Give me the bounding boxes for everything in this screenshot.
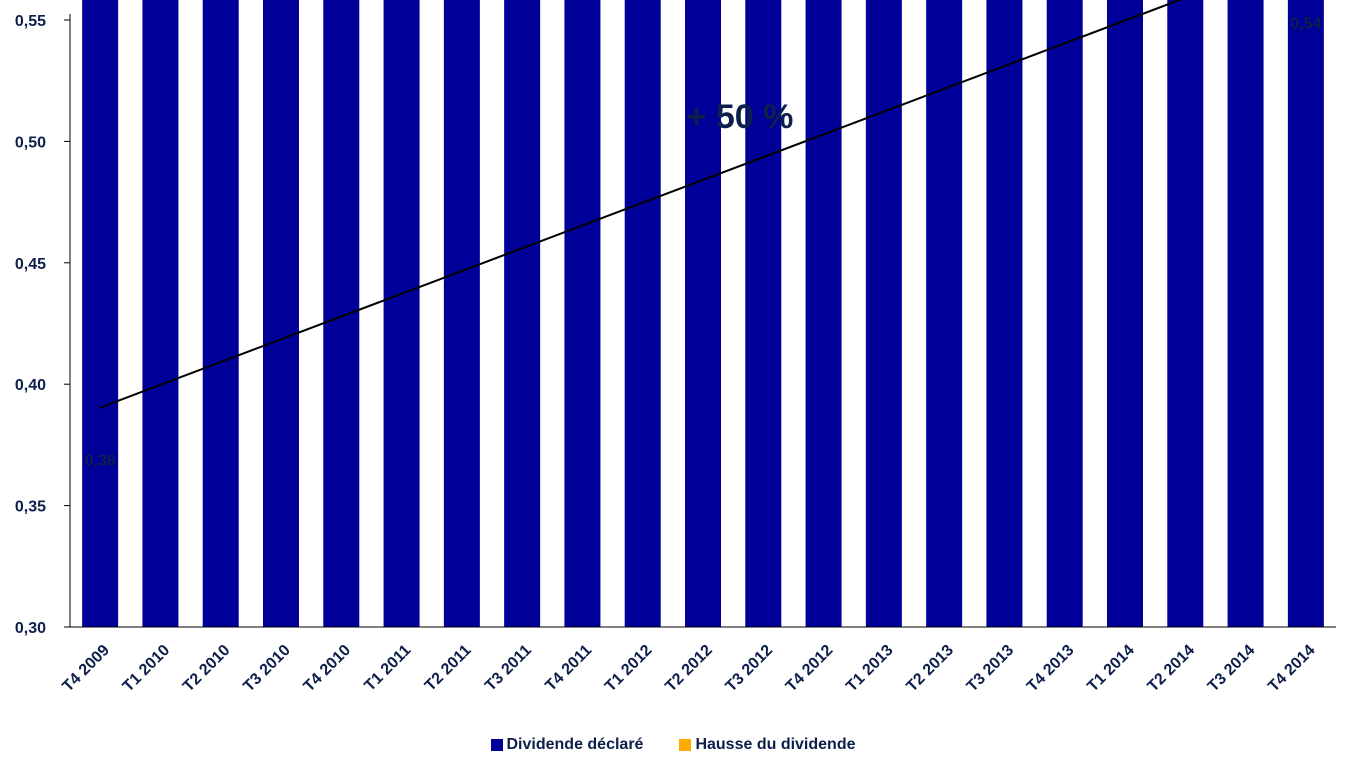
bar-declared-19: [1228, 0, 1264, 627]
x-tick-label-4: T4 2010: [301, 642, 355, 696]
legend-swatch-increase: [679, 739, 691, 751]
bar-declared-17: [1107, 0, 1143, 627]
x-tick-label-9: T1 2012: [602, 642, 656, 696]
legend-label-increase: Hausse du dividende: [695, 736, 855, 754]
bar-declared-10: [685, 0, 721, 627]
y-axis: 0,30 0,35 0,40 0,45 0,50 0,55: [15, 13, 70, 637]
x-tick-label-11: T3 2012: [723, 642, 777, 696]
x-tick-label-13: T1 2013: [843, 642, 897, 696]
legend: Dividende déclaré Hausse du dividende: [0, 736, 1346, 754]
y-tick-label-4: 0,50: [15, 134, 46, 151]
bar-declared-3: [263, 0, 299, 627]
x-tick-label-18: T2 2014: [1145, 642, 1199, 696]
bar-declared-4: [323, 0, 359, 627]
legend-label-declared: Dividende déclaré: [507, 736, 644, 754]
bar-declared-13: [866, 0, 902, 627]
bar-declared-6: [444, 0, 480, 627]
dividend-chart: 0,300,350,400,450,500,55 T4 2009 T1 2010 T…: [0, 0, 1346, 730]
legend-item-increase: Hausse du dividende: [679, 736, 855, 754]
bar-declared-8: [564, 0, 600, 627]
legend-item-declared: Dividende déclaré: [491, 736, 644, 754]
bar-declared-12: [806, 0, 842, 627]
bar-declared-1: [142, 0, 178, 627]
bar-declared-9: [625, 0, 661, 627]
x-tick-label-15: T3 2013: [964, 642, 1018, 696]
bar-declared-15: [986, 0, 1022, 627]
x-tick-label-17: T1 2014: [1084, 642, 1138, 696]
bar-declared-16: [1047, 0, 1083, 627]
bar-declared-20: [1288, 0, 1324, 627]
bar-declared-11: [745, 0, 781, 627]
x-tick-label-8: T4 2011: [542, 642, 595, 695]
bar-declared-18: [1167, 0, 1203, 627]
data-label-1: 0,54: [1290, 15, 1321, 32]
bar-declared-5: [384, 0, 420, 627]
bar-declared-7: [504, 0, 540, 627]
x-tick-label-3: T3 2010: [240, 642, 294, 696]
x-tick-label-0: T4 2009: [59, 642, 113, 696]
y-tick-label-0: 0,30: [15, 620, 46, 637]
y-tick-label-2: 0,40: [15, 377, 46, 394]
x-tick-label-16: T4 2013: [1024, 642, 1078, 696]
legend-swatch-declared: [491, 739, 503, 751]
growth-annotation: + 50 %: [687, 98, 794, 136]
y-tick-label-1: 0,35: [15, 499, 46, 516]
data-label-0: 0,36: [85, 452, 116, 469]
x-tick-label-2: T2 2010: [180, 642, 234, 696]
bars-layer: [82, 0, 1324, 627]
x-tick-label-5: T1 2011: [361, 642, 414, 695]
y-tick-label-5: 0,55: [15, 13, 46, 30]
x-tick-label-19: T3 2014: [1205, 642, 1259, 696]
y-tick-label-3: 0,45: [15, 256, 46, 273]
x-tick-label-6: T2 2011: [422, 642, 475, 695]
bar-declared-2: [203, 0, 239, 627]
x-tick-label-1: T1 2010: [120, 642, 174, 696]
x-tick-label-10: T2 2012: [662, 642, 716, 696]
x-axis: T4 2009 T1 2010 T2 2010 T3 2010 T4 2010 T1 20…: [59, 627, 1336, 695]
x-tick-label-12: T4 2012: [783, 642, 837, 696]
x-tick-label-20: T4 2014: [1265, 642, 1319, 696]
x-tick-label-7: T3 2011: [482, 642, 535, 695]
x-tick-label-14: T2 2013: [903, 642, 957, 696]
bar-declared-0: [82, 0, 118, 627]
